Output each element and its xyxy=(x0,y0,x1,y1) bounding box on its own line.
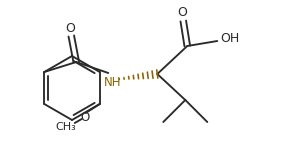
Text: OH: OH xyxy=(221,33,240,46)
Text: CH₃: CH₃ xyxy=(55,122,76,132)
Text: O: O xyxy=(177,6,187,19)
Text: O: O xyxy=(65,21,75,34)
Text: O: O xyxy=(80,110,89,124)
Text: NH: NH xyxy=(104,76,121,89)
